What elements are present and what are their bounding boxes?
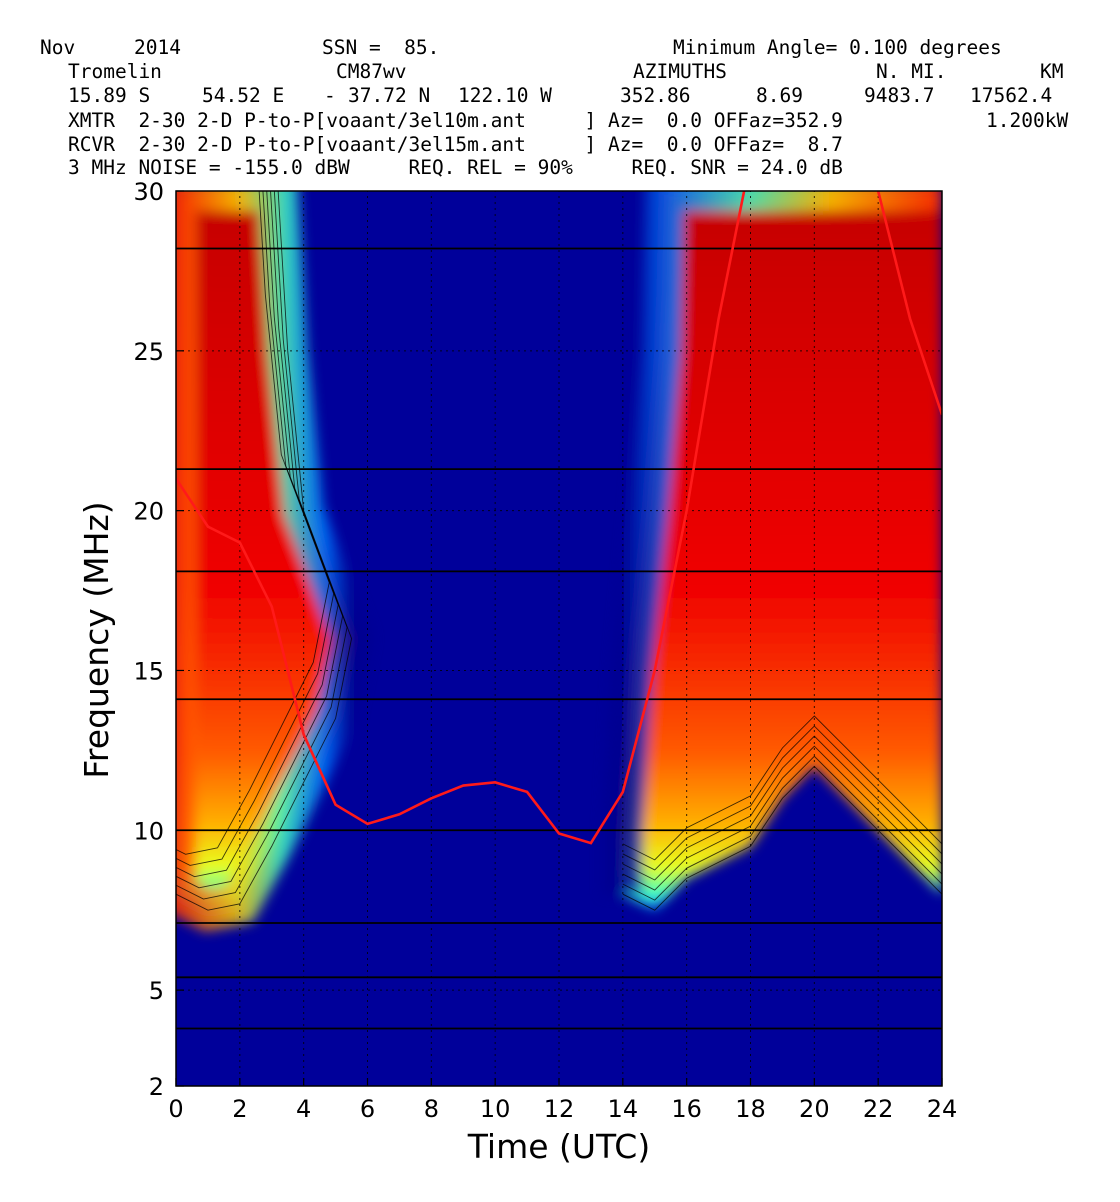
contour-line: [622, 725, 942, 871]
x-tick-label: 20: [799, 1095, 830, 1123]
contour-line: [622, 755, 942, 901]
header-ssn: SSN = 85.: [322, 36, 440, 59]
contour-line: [176, 191, 348, 900]
y-tick-label: 10: [133, 817, 164, 845]
x-tick-label: 10: [480, 1095, 511, 1123]
header-az1: 352.86: [620, 84, 691, 107]
x-tick-label: 4: [296, 1095, 311, 1123]
prediction-header: Nov 2014 SSN = 85. Minimum Angle= 0.100 …: [0, 0, 1120, 190]
contour-lines: [176, 191, 942, 911]
contour-line: [622, 765, 942, 911]
y-tick-label: 20: [133, 498, 164, 526]
x-tick-label: 16: [671, 1095, 702, 1123]
header-min-angle: Minimum Angle= 0.100 degrees: [673, 36, 1002, 59]
x-tick-label: 14: [608, 1095, 639, 1123]
header-rx-lat: 37.72 N: [348, 84, 431, 107]
contour-line: [622, 745, 942, 891]
x-tick-label: 18: [735, 1095, 766, 1123]
x-tick-label: 0: [168, 1095, 183, 1123]
x-tick-label: 6: [360, 1095, 375, 1123]
contour-line: [176, 191, 335, 866]
muf-series-line: [176, 191, 942, 845]
y-tick-label: 30: [133, 178, 164, 206]
header-noise-line: 3 MHz NOISE = -155.0 dBW REQ. REL = 90% …: [68, 156, 843, 179]
y-tick-label: 25: [133, 338, 164, 366]
contour-line: [176, 191, 330, 855]
header-rcvr-line: RCVR 2-30 2-D P-to-P[voaant/3el15m.ant ]…: [68, 133, 843, 156]
header-dash: -: [324, 84, 336, 107]
x-tick-label: 2: [232, 1095, 247, 1123]
contour-line: [176, 191, 353, 911]
header-azimuths-label: AZIMUTHS: [633, 60, 727, 83]
x-tick-label: 22: [863, 1095, 894, 1123]
contour-line: [176, 191, 339, 878]
grid-lines: [176, 191, 942, 1086]
header-tx-lat: 15.89 S: [68, 84, 151, 107]
header-month: Nov: [40, 36, 76, 59]
header-rx-lon: 122.10 W: [458, 84, 552, 107]
y-tick-label: 5: [149, 977, 164, 1005]
header-km: 17562.4: [970, 84, 1053, 107]
plot-area: [176, 191, 942, 1086]
header-az2: 8.69: [756, 84, 803, 107]
y-tick-label: 15: [133, 657, 164, 685]
x-tick-label: 12: [544, 1095, 575, 1123]
header-rx-grid: CM87wv: [336, 60, 407, 83]
contour-line: [622, 735, 942, 881]
header-xmtr-line: XMTR 2-30 2-D P-to-P[voaant/3el10m.ant ]…: [68, 109, 843, 132]
x-axis-label: Time (UTC): [467, 1127, 650, 1166]
y-tick-label: 2: [149, 1073, 164, 1101]
header-year: 2014: [134, 36, 181, 59]
header-km-label: KM: [1040, 60, 1064, 83]
signal-region-afternoon: [622, 191, 942, 911]
x-axis-ticks: 0 2 4 6 8 10 12 14 16 18 20 22 24: [168, 1078, 957, 1123]
header-xmtr-power: 1.200kW: [986, 109, 1069, 132]
contour-line: [622, 715, 942, 861]
header-nmi-label: N. MI.: [876, 60, 947, 83]
x-tick-label: 8: [424, 1095, 439, 1123]
x-tick-label: 24: [927, 1095, 958, 1123]
header-nmi: 9483.7: [864, 84, 935, 107]
y-axis-label: Frequency (MHz): [77, 501, 116, 778]
header-tx-lon: 54.52 E: [202, 84, 285, 107]
header-tx-name: Tromelin: [68, 60, 162, 83]
contour-line: [176, 191, 344, 889]
